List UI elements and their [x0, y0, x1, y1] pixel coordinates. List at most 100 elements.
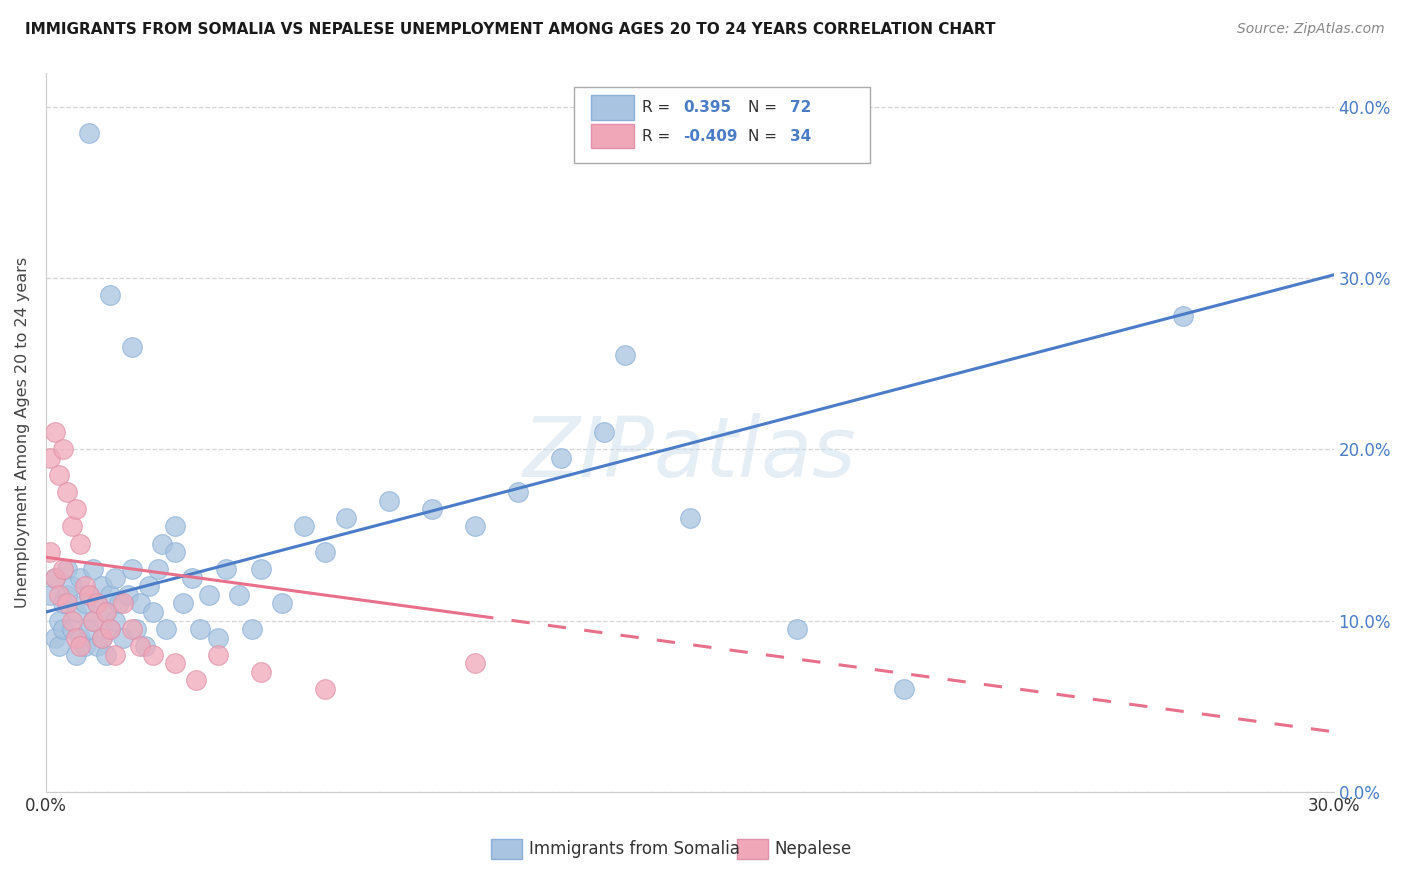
Point: [121, 562, 143, 576]
Point: [108, 597, 131, 611]
Point: [104, 571, 127, 585]
Point: [593, 425, 616, 440]
Point: [69, 631, 91, 645]
Point: [249, 562, 271, 576]
Point: [82, 614, 104, 628]
Point: [56, 562, 79, 576]
Point: [163, 519, 186, 533]
Point: [44, 425, 66, 440]
Point: [60, 622, 83, 636]
Point: [155, 622, 177, 636]
Point: [56, 588, 79, 602]
FancyBboxPatch shape: [591, 95, 634, 120]
Point: [112, 631, 135, 645]
Point: [65, 631, 87, 645]
Point: [65, 502, 87, 516]
Point: [190, 622, 212, 636]
Point: [121, 622, 143, 636]
Text: N =: N =: [748, 100, 776, 115]
Point: [44, 571, 66, 585]
Point: [56, 485, 79, 500]
Point: [65, 648, 87, 662]
Text: Immigrants from Somalia: Immigrants from Somalia: [529, 840, 740, 858]
Point: [163, 545, 186, 559]
Point: [73, 639, 96, 653]
FancyBboxPatch shape: [574, 87, 870, 163]
Point: [52, 622, 75, 636]
Point: [180, 571, 202, 585]
Point: [104, 614, 127, 628]
Point: [52, 597, 75, 611]
Point: [90, 579, 112, 593]
Text: N =: N =: [748, 128, 776, 144]
Point: [614, 348, 637, 362]
Text: -0.409: -0.409: [683, 128, 738, 144]
Point: [378, 493, 401, 508]
Point: [48, 468, 70, 483]
Point: [98, 622, 121, 636]
Point: [73, 597, 96, 611]
Point: [86, 597, 108, 611]
Point: [129, 597, 152, 611]
Point: [52, 562, 75, 576]
Point: [77, 126, 100, 140]
Text: Nepalese: Nepalese: [775, 840, 852, 858]
Text: ZIPatlas: ZIPatlas: [523, 413, 856, 494]
Point: [48, 614, 70, 628]
Point: [893, 681, 915, 696]
Point: [207, 631, 229, 645]
Point: [69, 571, 91, 585]
Point: [60, 614, 83, 628]
Text: Source: ZipAtlas.com: Source: ZipAtlas.com: [1237, 22, 1385, 37]
Point: [104, 648, 127, 662]
Text: R =: R =: [643, 100, 671, 115]
Point: [60, 519, 83, 533]
Point: [464, 519, 486, 533]
Point: [1173, 309, 1195, 323]
Point: [142, 605, 165, 619]
Y-axis label: Unemployment Among Ages 20 to 24 years: Unemployment Among Ages 20 to 24 years: [15, 257, 30, 608]
Point: [98, 288, 121, 302]
Point: [146, 562, 169, 576]
Point: [314, 545, 336, 559]
Point: [65, 605, 87, 619]
Point: [48, 588, 70, 602]
Point: [77, 622, 100, 636]
Point: [73, 579, 96, 593]
Point: [186, 673, 208, 688]
Point: [82, 562, 104, 576]
Point: [240, 622, 263, 636]
Point: [90, 631, 112, 645]
Point: [134, 639, 156, 653]
Point: [86, 597, 108, 611]
Point: [112, 597, 135, 611]
Point: [129, 639, 152, 653]
Text: IMMIGRANTS FROM SOMALIA VS NEPALESE UNEMPLOYMENT AMONG AGES 20 TO 24 YEARS CORRE: IMMIGRANTS FROM SOMALIA VS NEPALESE UNEM…: [25, 22, 995, 37]
Point: [98, 588, 121, 602]
Point: [138, 579, 160, 593]
Point: [39, 545, 62, 559]
FancyBboxPatch shape: [591, 124, 634, 148]
Point: [121, 340, 143, 354]
Text: 72: 72: [790, 100, 811, 115]
Point: [77, 588, 100, 602]
Point: [172, 597, 194, 611]
Point: [125, 622, 148, 636]
Point: [314, 681, 336, 696]
Point: [86, 639, 108, 653]
Point: [271, 597, 294, 611]
Point: [44, 571, 66, 585]
Point: [52, 442, 75, 457]
Point: [198, 588, 221, 602]
Point: [56, 597, 79, 611]
Point: [249, 665, 271, 679]
Point: [60, 579, 83, 593]
Point: [228, 588, 250, 602]
Point: [335, 511, 357, 525]
Point: [464, 657, 486, 671]
Point: [94, 605, 117, 619]
Text: 0.395: 0.395: [683, 100, 731, 115]
Point: [98, 622, 121, 636]
Point: [94, 605, 117, 619]
Point: [39, 450, 62, 465]
